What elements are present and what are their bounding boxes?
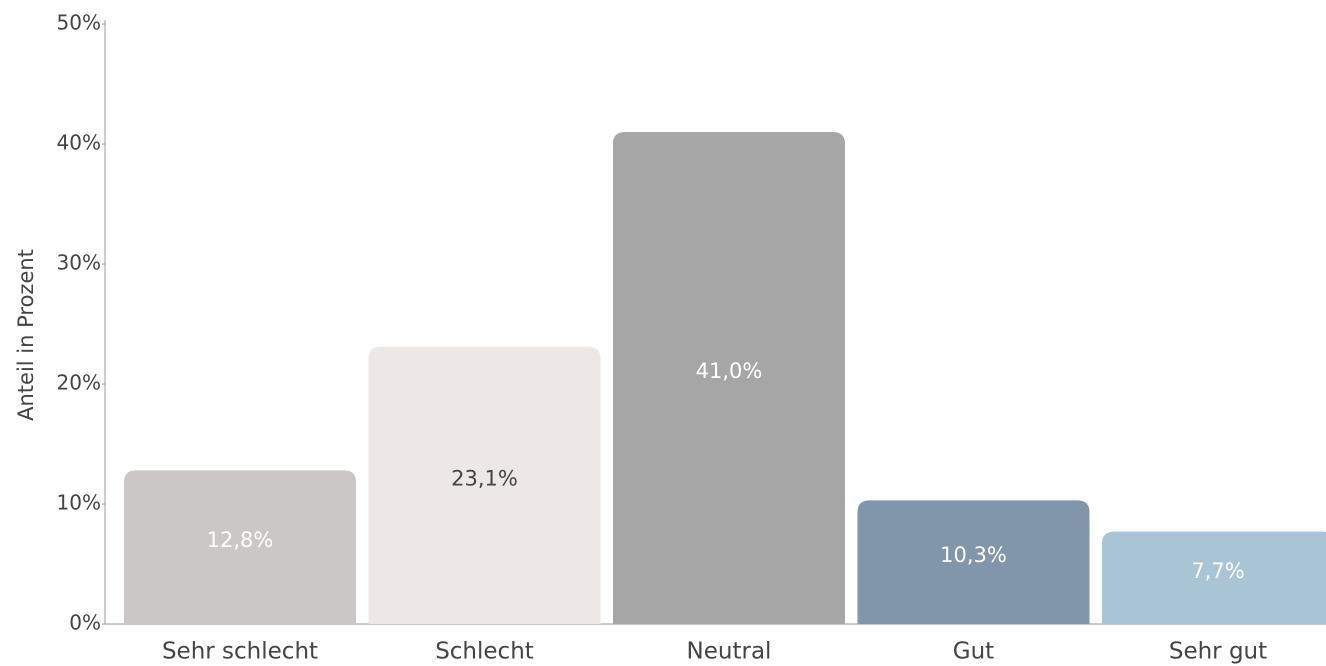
value-label: 23,1% xyxy=(451,466,518,490)
value-label: 7,7% xyxy=(1191,559,1244,583)
x-tick-label: Gut xyxy=(953,639,994,665)
y-tick-label: 10% xyxy=(57,491,101,515)
bar xyxy=(124,470,356,624)
y-tick-label: 30% xyxy=(57,251,101,275)
value-label: 10,3% xyxy=(940,543,1007,567)
x-tick-label: Sehr gut xyxy=(1169,639,1267,665)
value-label: 41,0% xyxy=(696,359,763,383)
y-tick-label: 40% xyxy=(57,131,101,155)
value-label: 12,8% xyxy=(207,528,274,552)
bar xyxy=(857,500,1090,624)
x-tick-label: Neutral xyxy=(687,639,772,665)
y-tick-label: 0% xyxy=(69,611,101,635)
bar xyxy=(1102,531,1326,624)
y-tick-label: 50% xyxy=(57,11,101,35)
y-axis-label: Anteil in Prozent xyxy=(14,249,38,421)
x-tick-label: Schlecht xyxy=(435,639,534,665)
bar xyxy=(613,132,845,624)
bar xyxy=(368,346,601,624)
x-tick-label: Sehr schlecht xyxy=(162,639,318,665)
y-tick-label: 20% xyxy=(57,371,101,395)
